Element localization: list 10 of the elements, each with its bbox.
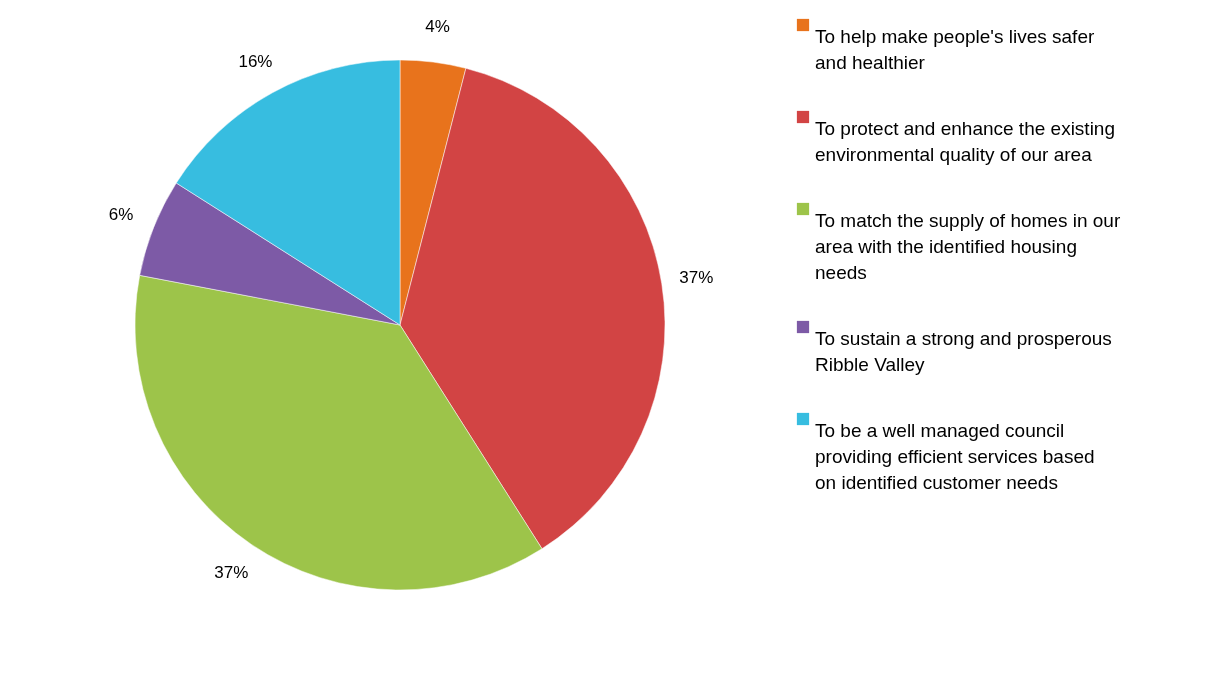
legend-label: To match the supply of homes in our area with the identified housing needs [815,210,1121,283]
legend-label: To protect and enhance the existing environmental quality of our area [815,118,1115,165]
data-label: 6% [108,204,134,224]
data-label: 37% [679,268,714,288]
legend-label: To help make people's lives safer and healthier [815,26,1095,73]
legend-label: To be a well managed council providing efficient services based on identified customer needs [815,420,1095,493]
data-label: 37% [214,563,249,583]
data-label: 16% [238,52,273,72]
data-label: 4% [425,17,450,37]
legend-label: To sustain a strong and prosperous Ribble Valley [815,328,1112,375]
